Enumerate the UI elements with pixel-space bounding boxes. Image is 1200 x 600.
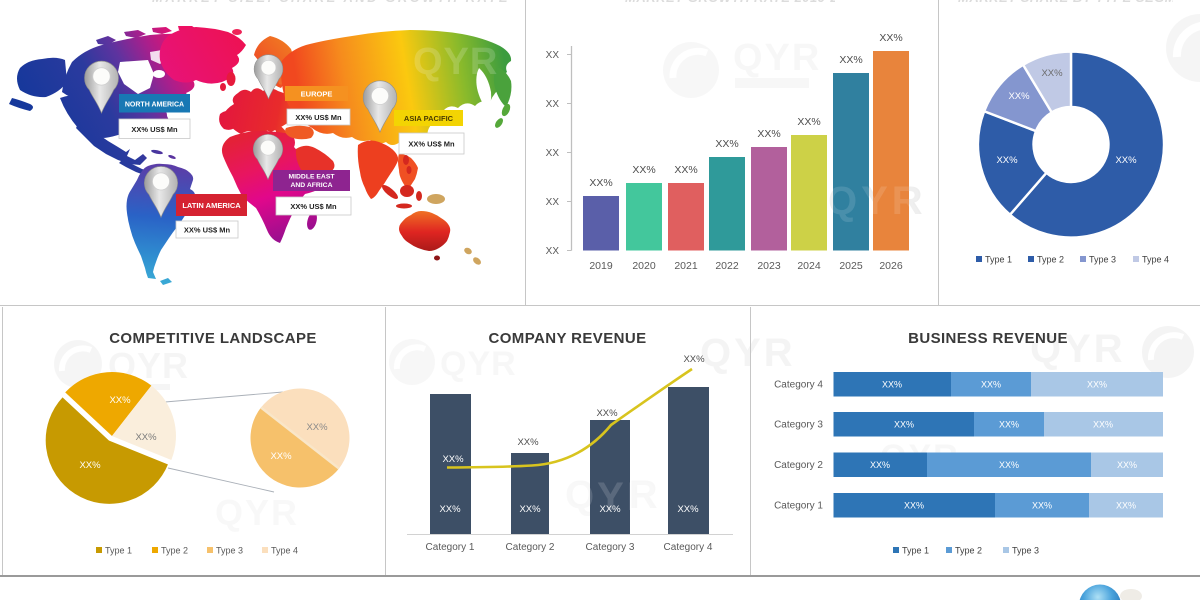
- svg-text:EUROPE: EUROPE: [301, 90, 333, 99]
- svg-text:XX%: XX%: [996, 155, 1018, 166]
- svg-text:ASIA PACIFIC: ASIA PACIFIC: [404, 114, 454, 123]
- svg-text:Category 1: Category 1: [426, 542, 475, 553]
- svg-text:2025: 2025: [839, 260, 863, 272]
- svg-text:QYR: QYR: [733, 37, 821, 79]
- svg-text:2019: 2019: [589, 260, 613, 272]
- svg-text:Category 4: Category 4: [664, 542, 713, 553]
- svg-text:XX%: XX%: [442, 454, 464, 465]
- svg-text:Category 3: Category 3: [586, 542, 635, 553]
- svg-text:XX%: XX%: [596, 408, 618, 419]
- svg-text:XX%: XX%: [715, 138, 738, 150]
- svg-text:QYR: QYR: [1030, 327, 1126, 371]
- svg-text:2020: 2020: [632, 260, 656, 272]
- svg-text:Type 3: Type 3: [1012, 546, 1039, 556]
- svg-text:XX%: XX%: [683, 354, 705, 365]
- svg-text:XX%: XX%: [519, 504, 541, 515]
- svg-text:XX% US$ Mn: XX% US$ Mn: [131, 125, 178, 134]
- svg-text:XX% US$ Mn: XX% US$ Mn: [184, 226, 231, 235]
- svg-text:XX: XX: [546, 197, 560, 208]
- svg-text:XX%: XX%: [1117, 460, 1137, 470]
- svg-text:Type 1: Type 1: [105, 546, 132, 556]
- svg-text:Type 2: Type 2: [161, 546, 188, 556]
- svg-text:AND AFRICA: AND AFRICA: [290, 182, 332, 189]
- svg-text:Type 4: Type 4: [1142, 255, 1169, 265]
- svg-text:XX%: XX%: [599, 504, 621, 515]
- svg-text:XX%: XX%: [589, 177, 612, 189]
- svg-text:Type 4: Type 4: [271, 546, 298, 556]
- svg-text:2026: 2026: [879, 260, 903, 272]
- svg-text:XX: XX: [546, 246, 560, 257]
- svg-text:XX%: XX%: [999, 460, 1019, 470]
- svg-text:XX%: XX%: [1093, 420, 1113, 430]
- svg-text:Category 3: Category 3: [774, 420, 823, 431]
- svg-text:XX% US$ Mn: XX% US$ Mn: [290, 202, 337, 211]
- svg-text:XX%: XX%: [797, 116, 820, 128]
- svg-text:XX%: XX%: [135, 432, 157, 443]
- svg-text:XX%: XX%: [999, 420, 1019, 430]
- svg-text:Type 1: Type 1: [985, 255, 1012, 265]
- svg-text:XX%: XX%: [757, 128, 780, 140]
- svg-text:XX%: XX%: [1041, 68, 1063, 79]
- svg-text:Type 3: Type 3: [216, 546, 243, 556]
- svg-text:XX: XX: [546, 50, 560, 61]
- svg-text:XX%: XX%: [439, 504, 461, 515]
- svg-text:XX%: XX%: [270, 451, 292, 462]
- svg-text:XX%: XX%: [79, 460, 101, 471]
- svg-text:XX% US$ Mn: XX% US$ Mn: [295, 113, 342, 122]
- svg-text:XX: XX: [546, 148, 560, 159]
- svg-text:XX%: XX%: [981, 380, 1001, 390]
- svg-text:XX% US$ Mn: XX% US$ Mn: [408, 140, 455, 149]
- svg-text:Category 2: Category 2: [774, 460, 823, 471]
- svg-text:XX%: XX%: [839, 54, 862, 66]
- svg-text:Type 1: Type 1: [902, 546, 929, 556]
- svg-text:Category 1: Category 1: [774, 501, 823, 512]
- svg-text:XX%: XX%: [517, 437, 539, 448]
- svg-text:XX%: XX%: [894, 420, 914, 430]
- svg-text:Type 2: Type 2: [1037, 255, 1064, 265]
- svg-text:QYR: QYR: [563, 475, 659, 519]
- svg-text:XX%: XX%: [677, 504, 699, 515]
- svg-text:XX%: XX%: [1115, 155, 1137, 166]
- svg-text:XX%: XX%: [879, 32, 902, 44]
- svg-text:XX%: XX%: [632, 164, 655, 176]
- svg-text:MIDDLE EAST: MIDDLE EAST: [288, 174, 335, 181]
- svg-text:2021: 2021: [674, 260, 698, 272]
- svg-text:2024: 2024: [797, 260, 821, 272]
- svg-text:XX%: XX%: [306, 422, 328, 433]
- svg-text:XX%: XX%: [109, 395, 131, 406]
- svg-text:XX%: XX%: [870, 460, 890, 470]
- svg-text:2022: 2022: [715, 260, 739, 272]
- svg-text:Category 4: Category 4: [774, 380, 823, 391]
- svg-text:XX%: XX%: [882, 380, 902, 390]
- svg-text:QYR: QYR: [440, 345, 517, 383]
- svg-text:LATIN AMERICA: LATIN AMERICA: [182, 201, 241, 210]
- svg-text:QYR: QYR: [700, 331, 796, 375]
- svg-text:XX%: XX%: [674, 164, 697, 176]
- svg-text:XX%: XX%: [1032, 501, 1052, 511]
- svg-text:QYR: QYR: [413, 41, 498, 83]
- svg-text:NORTH AMERICA: NORTH AMERICA: [125, 102, 184, 109]
- svg-text:XX%: XX%: [904, 501, 924, 511]
- svg-text:Category 2: Category 2: [506, 542, 555, 553]
- svg-text:2023: 2023: [757, 260, 781, 272]
- svg-text:XX: XX: [546, 99, 560, 110]
- svg-text:QYR: QYR: [826, 179, 925, 223]
- svg-text:XX%: XX%: [1116, 501, 1136, 511]
- svg-text:XX%: XX%: [1008, 91, 1030, 102]
- svg-text:XX%: XX%: [1087, 380, 1107, 390]
- svg-text:Type 3: Type 3: [1089, 255, 1116, 265]
- svg-text:Type 2: Type 2: [955, 546, 982, 556]
